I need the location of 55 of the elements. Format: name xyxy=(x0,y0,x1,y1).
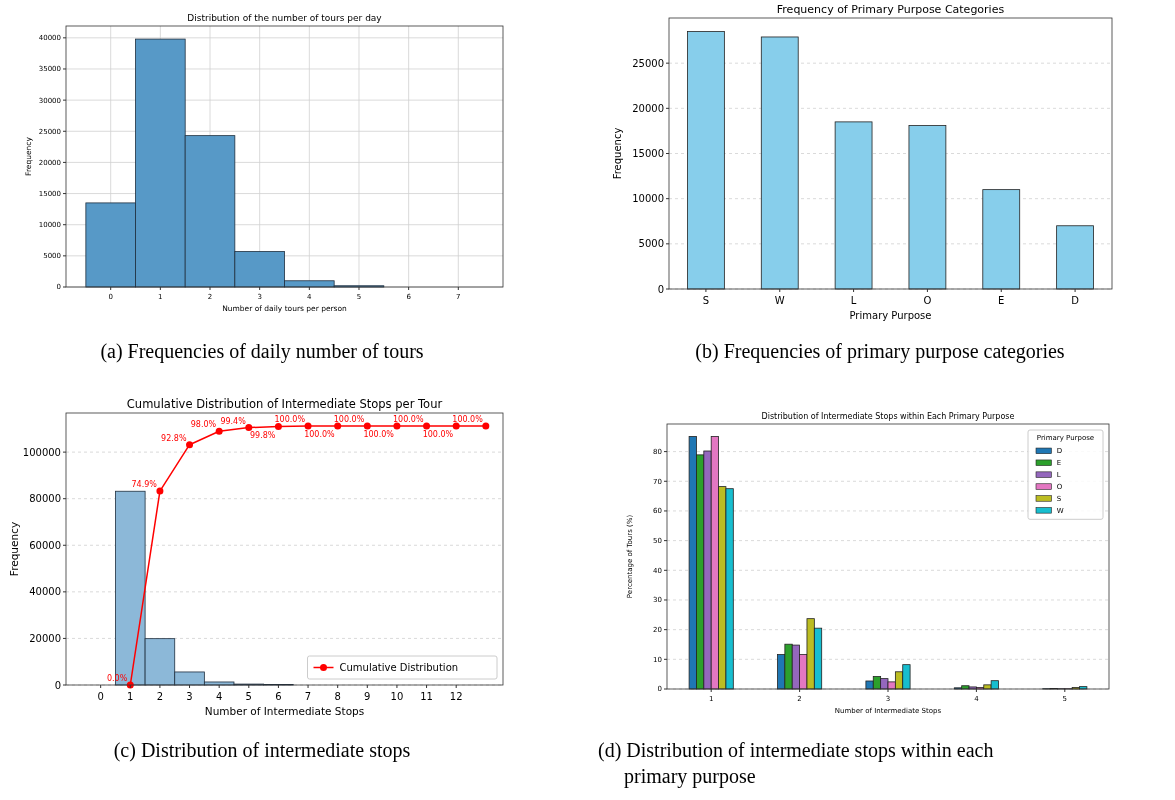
y-tick-label: 100000 xyxy=(22,446,61,458)
data-label: 92.8% xyxy=(161,433,187,443)
x-tick-label: 11 xyxy=(420,691,433,702)
text: (b) Frequencies of primary purpose categories xyxy=(695,340,1065,363)
chart-title: Cumulative Distribution of Intermediate Stops per Tour xyxy=(126,397,443,411)
text: (c) Distribution of intermediate stops xyxy=(113,739,411,762)
y-tick-label: 60000 xyxy=(29,539,61,551)
y-tick-label: 5000 xyxy=(638,238,664,250)
x-tick-label: 9 xyxy=(364,691,371,702)
y-tick-label: 80000 xyxy=(29,493,61,505)
x-tick-label: D xyxy=(1071,295,1080,306)
x-tick-label: O xyxy=(923,295,932,306)
x-tick-label: 2 xyxy=(156,691,164,702)
y-axis-title: Frequency xyxy=(612,127,623,180)
legend-label: Cumulative Distribution xyxy=(339,662,459,673)
x-tick-label: 10 xyxy=(390,691,404,702)
y-tick-label: 15000 xyxy=(632,148,664,159)
x-tick-label: 7 xyxy=(304,691,312,702)
x-tick-label: S xyxy=(702,295,710,306)
x-tick-label: 3 xyxy=(186,691,193,702)
text: (a) Frequencies of daily number of tours xyxy=(100,340,424,363)
x-tick-label: 8 xyxy=(334,691,341,702)
x-tick-label: 1 xyxy=(127,691,134,702)
x-tick-label: 0 xyxy=(97,691,104,702)
x-tick-label: L xyxy=(850,295,857,306)
y-tick-label: 0 xyxy=(54,679,61,691)
chart-title: Frequency of Primary Purpose Categories xyxy=(776,3,1005,16)
data-label: 100.0% xyxy=(304,430,336,440)
x-axis-title: Primary Purpose xyxy=(849,310,932,321)
y-tick-label: 20000 xyxy=(632,102,664,114)
data-label: 100.0% xyxy=(393,415,424,425)
y-tick-label: 25000 xyxy=(632,57,664,69)
data-label: 98.0% xyxy=(190,420,217,430)
y-axis-title: Frequency xyxy=(8,521,20,577)
x-tick-label: 4 xyxy=(215,691,223,702)
chart-title: Distribution of the number of tours per day xyxy=(187,13,383,23)
data-label: 100.0% xyxy=(333,415,365,425)
data-label: 100.0% xyxy=(452,415,484,425)
data-label: 100.0% xyxy=(363,430,395,440)
data-label: 100.0% xyxy=(274,415,306,425)
chart-title: Distribution of Intermediate Stops within Each Primary Purpose xyxy=(761,412,1015,421)
x-tick-label: E xyxy=(998,295,1005,306)
y-tick-label: 40000 xyxy=(29,586,61,598)
y-tick-label: 20000 xyxy=(29,632,61,644)
x-axis-title: Number of Intermediate Stops xyxy=(204,705,365,717)
data-label: 99.4% xyxy=(220,416,247,426)
data-label: 99.8% xyxy=(250,430,276,440)
x-tick-label: 5 xyxy=(245,691,252,702)
data-label: 100.0% xyxy=(422,430,454,440)
x-tick-label: W xyxy=(774,295,785,306)
x-tick-label: 6 xyxy=(275,691,282,702)
y-tick-label: 10000 xyxy=(632,193,664,205)
data-label: 74.9% xyxy=(131,480,158,490)
x-tick-label: 12 xyxy=(449,691,463,702)
text: (d) Distribution of intermediate stops within each primary purpose xyxy=(598,739,994,788)
